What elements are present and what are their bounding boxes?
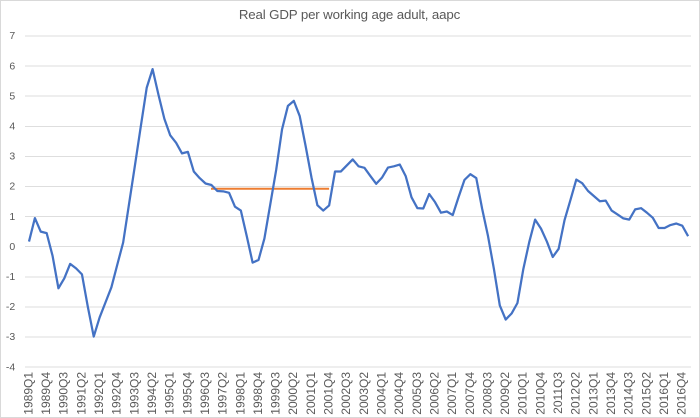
svg-text:2006Q2: 2006Q2 [427,372,441,415]
svg-text:2002Q3: 2002Q3 [339,372,353,415]
svg-text:2010Q4: 2010Q4 [533,372,547,415]
svg-text:1998Q1: 1998Q1 [233,372,247,415]
svg-text:1992Q1: 1992Q1 [92,372,106,415]
svg-text:2013Q1: 2013Q1 [586,372,600,415]
svg-text:-1: -1 [6,271,15,283]
svg-text:2: 2 [9,181,15,193]
svg-text:2010Q1: 2010Q1 [516,372,530,415]
svg-text:-4: -4 [6,361,15,373]
svg-text:2005Q3: 2005Q3 [410,372,424,415]
svg-text:2004Q4: 2004Q4 [392,372,406,415]
svg-text:Real GDP per working age adult: Real GDP per working age adult, aapc [239,7,461,22]
svg-text:-2: -2 [6,301,15,313]
svg-text:2014Q3: 2014Q3 [622,372,636,415]
svg-text:2016Q1: 2016Q1 [657,372,671,415]
svg-text:2013Q4: 2013Q4 [604,372,618,415]
svg-text:4: 4 [9,121,15,133]
svg-text:1998Q4: 1998Q4 [251,372,265,415]
svg-text:5: 5 [9,90,15,102]
svg-text:1994Q2: 1994Q2 [145,372,159,415]
svg-text:6: 6 [9,60,15,72]
svg-text:1995Q4: 1995Q4 [180,372,194,415]
svg-text:1993Q3: 1993Q3 [127,372,141,415]
svg-text:2001Q4: 2001Q4 [322,372,336,415]
svg-text:2008Q3: 2008Q3 [480,372,494,415]
svg-text:3: 3 [9,151,15,163]
svg-text:2009Q2: 2009Q2 [498,372,512,415]
svg-text:2016Q4: 2016Q4 [675,372,689,415]
svg-text:0: 0 [9,241,15,253]
svg-text:2000Q2: 2000Q2 [286,372,300,415]
svg-text:1989Q1: 1989Q1 [21,372,35,415]
svg-text:2007Q4: 2007Q4 [463,372,477,415]
svg-text:7: 7 [9,30,15,42]
svg-text:2015Q2: 2015Q2 [639,372,653,415]
svg-text:2004Q1: 2004Q1 [375,372,389,415]
svg-text:1996Q3: 1996Q3 [198,372,212,415]
svg-text:-3: -3 [6,331,15,343]
svg-text:1997Q2: 1997Q2 [216,372,230,415]
svg-text:1999Q3: 1999Q3 [269,372,283,415]
svg-text:1990Q3: 1990Q3 [57,372,71,415]
svg-text:1992Q4: 1992Q4 [110,372,124,415]
svg-text:2003Q2: 2003Q2 [357,372,371,415]
svg-text:2007Q1: 2007Q1 [445,372,459,415]
svg-text:2011Q3: 2011Q3 [551,372,565,414]
svg-text:1: 1 [9,211,15,223]
svg-text:1989Q4: 1989Q4 [39,372,53,415]
svg-text:1991Q2: 1991Q2 [74,372,88,415]
svg-text:2001Q1: 2001Q1 [304,372,318,415]
svg-text:2012Q2: 2012Q2 [569,372,583,415]
svg-text:1995Q1: 1995Q1 [163,372,177,415]
